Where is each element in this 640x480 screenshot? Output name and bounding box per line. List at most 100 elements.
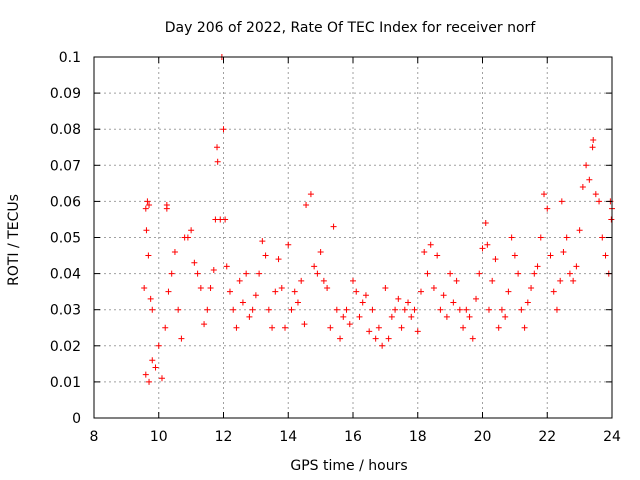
data-point [421,248,428,255]
data-point [550,288,557,295]
data-point [252,292,259,299]
data-point [191,259,198,266]
data-point [443,313,450,320]
data-point [317,248,324,255]
data-point [502,313,509,320]
data-point [476,270,483,277]
data-point [272,288,279,295]
data-point [145,252,152,259]
data-point [233,324,240,331]
data-point [152,364,159,371]
data-point [534,263,541,270]
data-point [230,306,237,313]
chart-title: Day 206 of 2022, Rate Of TEC Index for r… [165,20,537,36]
data-point [262,252,269,259]
data-point [414,328,421,335]
x-tick-label: 18 [409,429,427,445]
data-point [143,227,150,234]
data-point [424,270,431,277]
data-point [144,198,151,205]
x-tick-label: 14 [279,429,297,445]
y-tick-label: 0.07 [50,158,81,174]
data-point [168,270,175,277]
data-point [511,252,518,259]
data-point [392,306,399,313]
data-point [508,234,515,241]
y-tick-label: 0.05 [50,231,81,247]
data-point [408,313,415,320]
data-point [524,299,531,306]
data-point [359,299,366,306]
data-point [544,205,551,212]
data-point [379,342,386,349]
data-point [343,306,350,313]
data-points [141,54,615,385]
data-point [485,306,492,313]
x-tick-label: 20 [474,429,492,445]
data-point [447,270,454,277]
data-point [226,288,233,295]
data-point [259,238,266,245]
data-point [285,241,292,248]
data-point [146,202,153,209]
data-point [515,270,522,277]
data-point [147,295,154,302]
data-point [337,335,344,342]
y-tick-label: 0.02 [50,339,81,355]
data-point [291,288,298,295]
data-point [149,357,156,364]
data-point [294,299,301,306]
data-point [311,263,318,270]
data-point [469,335,476,342]
data-point [437,306,444,313]
data-point [395,295,402,302]
x-tick-label: 24 [603,429,621,445]
data-point [537,234,544,241]
data-point [528,285,535,292]
y-tick-label: 0.01 [50,375,81,391]
data-point [576,227,583,234]
data-point [518,306,525,313]
data-point [401,306,408,313]
data-point [460,324,467,331]
data-point [463,306,470,313]
data-point [303,202,310,209]
data-point [163,205,170,212]
data-point [411,306,418,313]
data-point [243,270,250,277]
data-point [450,299,457,306]
data-point [301,321,308,328]
data-point [220,126,227,133]
data-point [275,256,282,263]
data-point [142,371,149,378]
data-point [236,277,243,284]
data-point [599,234,606,241]
data-point [440,292,447,299]
data-point [178,335,185,342]
data-point [573,263,580,270]
data-point [466,313,473,320]
y-tick-label: 0.03 [50,303,81,319]
data-point [320,277,327,284]
data-point [197,285,204,292]
data-point [586,176,593,183]
data-point [427,241,434,248]
data-point [553,306,560,313]
x-tick-label: 16 [344,429,362,445]
data-point [350,277,356,284]
data-point [346,321,353,328]
data-point [188,227,195,234]
data-point [495,324,502,331]
data-point [560,248,567,255]
data-point [579,183,586,190]
data-point [484,241,491,248]
x-tick-label: 8 [90,429,99,445]
data-point [372,335,379,342]
data-point [434,252,441,259]
data-point [249,306,256,313]
data-point [162,324,169,331]
data-point [557,277,564,284]
data-point [570,277,577,284]
grid [94,57,612,418]
